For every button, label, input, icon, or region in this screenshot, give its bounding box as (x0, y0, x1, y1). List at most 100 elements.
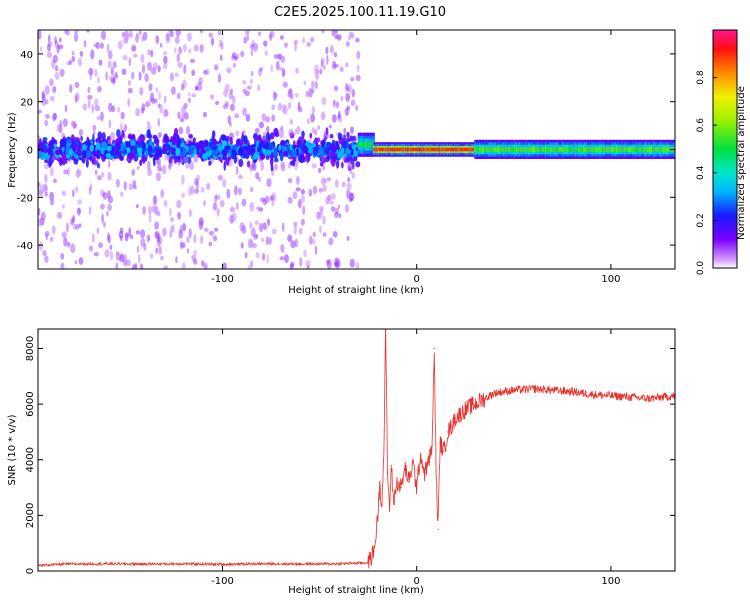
noise-blob (71, 55, 76, 63)
noise-blob (215, 100, 220, 106)
noise-blob (250, 186, 254, 193)
noise-blob (239, 222, 245, 232)
noise-blob (296, 175, 300, 185)
noise-blob (87, 99, 91, 109)
noise-blob (74, 95, 78, 104)
noise-blob (238, 158, 244, 168)
noise-blob (94, 169, 98, 176)
spectrogram-region-3 (474, 139, 675, 159)
noise-blob (107, 139, 112, 145)
noise-blob (221, 134, 227, 142)
noise-blob (155, 87, 159, 93)
noise-blob (163, 55, 168, 65)
noise-blob (232, 95, 236, 105)
noise-blob (255, 172, 260, 180)
noise-blob (52, 113, 57, 122)
noise-blob (226, 67, 232, 74)
x-tick-label: 0 (414, 576, 420, 587)
noise-blob (128, 32, 134, 39)
noise-blob (297, 199, 302, 209)
noise-blob (288, 129, 294, 137)
noise-blob (160, 189, 165, 198)
noise-blob (346, 235, 350, 241)
snr-data-point (105, 563, 107, 565)
spectrogram-region-1 (357, 132, 375, 157)
noise-blob (38, 218, 44, 227)
core-blob (256, 146, 260, 153)
noise-blob (244, 251, 248, 259)
noise-blob (308, 87, 313, 98)
noise-blob (247, 264, 253, 269)
noise-blob (351, 171, 356, 179)
noise-blob (108, 102, 113, 113)
core-blob (278, 144, 282, 152)
noise-blob (262, 131, 266, 137)
snr-data-point (390, 464, 393, 466)
noise-blob (109, 244, 113, 250)
noise-blob (77, 169, 82, 177)
noise-blob (302, 37, 306, 44)
noise-blob (107, 171, 112, 181)
noise-blob (181, 106, 186, 116)
noise-blob (264, 224, 268, 230)
noise-blob (229, 136, 233, 147)
snr-x-axis-label: Height of straight line (km) (288, 585, 424, 596)
noise-blob (217, 174, 223, 181)
noise-blob (162, 227, 167, 237)
noise-blob (97, 131, 103, 141)
noise-blob (297, 154, 303, 163)
core-blob (283, 150, 289, 157)
noise-blob (160, 255, 164, 261)
core-blob (204, 139, 209, 149)
noise-blob (54, 65, 59, 72)
snr-data-point (260, 563, 262, 565)
core-blob (303, 145, 308, 153)
noise-blob (61, 160, 66, 166)
noise-blob (206, 183, 211, 191)
noise-blob (242, 88, 247, 94)
snr-marks (38, 329, 675, 569)
noise-blob (120, 122, 123, 132)
core-blob (311, 142, 317, 148)
y-tick-label: 8000 (25, 336, 36, 361)
figure-title: C2E5.2025.100.11.19.G10 (274, 5, 446, 20)
noise-blob (349, 258, 355, 268)
noise-blob (188, 48, 192, 54)
noise-blob (87, 94, 93, 100)
noise-blob (60, 262, 65, 269)
noise-blob (175, 256, 178, 264)
noise-blob (45, 114, 50, 119)
noise-blob (193, 153, 199, 163)
noise-blob (139, 159, 143, 166)
snr-data-point (552, 389, 554, 391)
noise-blob (262, 252, 266, 261)
noise-blob (240, 242, 244, 249)
core-blob (155, 147, 160, 157)
y-tick-label: 20 (20, 98, 33, 109)
core-blob (313, 150, 318, 156)
noise-blob (66, 61, 70, 66)
colorbar-tick-label: 0.2 (696, 213, 706, 227)
noise-blob (319, 161, 324, 167)
core-blob (148, 145, 153, 152)
noise-blob (318, 187, 323, 193)
noise-blob (144, 73, 149, 83)
noise-blob (128, 57, 131, 67)
noise-blob (157, 210, 161, 217)
noise-blob (57, 44, 64, 50)
noise-blob (107, 60, 112, 69)
noise-blob (104, 249, 110, 258)
core-blob (200, 144, 205, 149)
noise-blob (75, 224, 80, 230)
noise-blob (333, 85, 339, 92)
noise-blob (223, 161, 226, 171)
noise-blob (213, 227, 219, 232)
noise-blob (170, 217, 174, 222)
noise-blob (59, 120, 63, 127)
noise-blob (322, 184, 327, 192)
core-blob (273, 147, 278, 157)
noise-blob (68, 59, 72, 66)
noise-blob (214, 195, 218, 200)
